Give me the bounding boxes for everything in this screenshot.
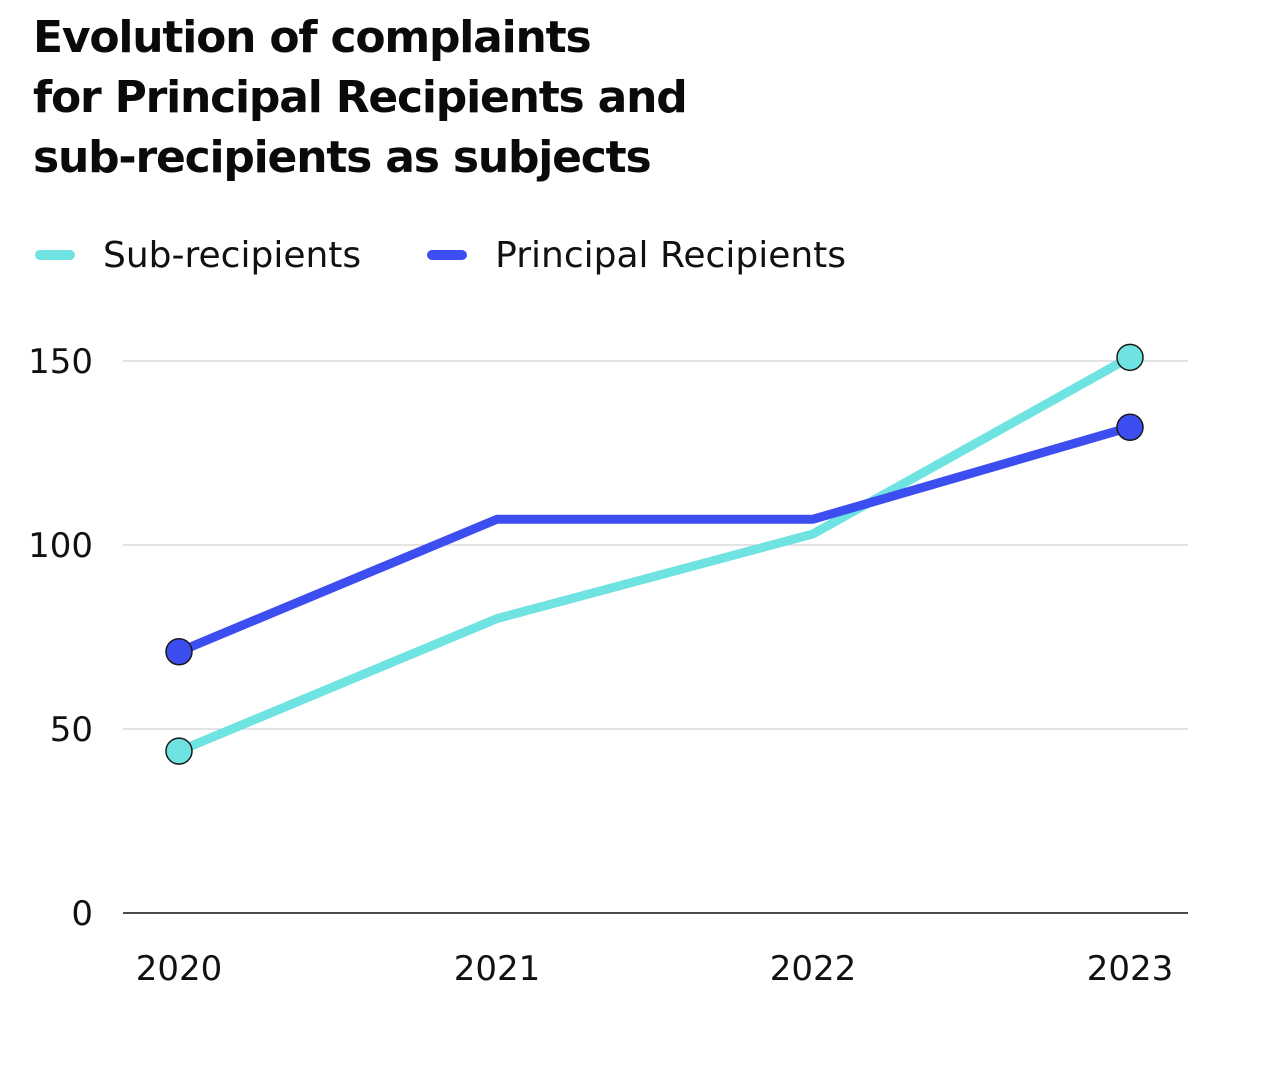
x-tick-label: 2023	[1087, 949, 1174, 989]
chart-title: Evolution of complaints for Principal Re…	[33, 8, 688, 188]
legend-label-sub-recipients: Sub-recipients	[103, 234, 362, 276]
series-line-principal-recipients	[177, 422, 1132, 656]
legend: Sub-recipients Principal Recipients	[35, 232, 912, 278]
data-point-principal-recipients	[1116, 413, 1144, 441]
title-line-3: sub-recipients as subjects	[33, 132, 652, 183]
y-tick-label: 50	[50, 710, 93, 750]
legend-swatch-principal-recipients	[427, 250, 468, 260]
data-point-sub-recipients	[1116, 343, 1144, 372]
y-tick-label: 150	[28, 342, 93, 382]
legend-item-principal-recipients: Principal Recipients	[427, 235, 846, 276]
x-tick-label: 2021	[454, 949, 541, 989]
data-point-sub-recipients	[165, 737, 193, 765]
series-line-sub-recipients	[177, 353, 1133, 756]
legend-swatch-sub-recipients	[35, 250, 75, 260]
y-tick-label: 0	[71, 894, 93, 934]
title-line-2: for Principal Recipients and	[33, 72, 688, 123]
data-point-principal-recipients	[165, 637, 193, 666]
x-tick-label: 2020	[136, 949, 223, 989]
y-tick-label: 100	[28, 526, 93, 566]
legend-item-sub-recipients: Sub-recipients	[35, 235, 361, 276]
title-line-1: Evolution of complaints	[33, 12, 592, 63]
legend-label-principal-recipients: Principal Recipients	[495, 234, 847, 276]
x-tick-label: 2022	[770, 949, 857, 989]
